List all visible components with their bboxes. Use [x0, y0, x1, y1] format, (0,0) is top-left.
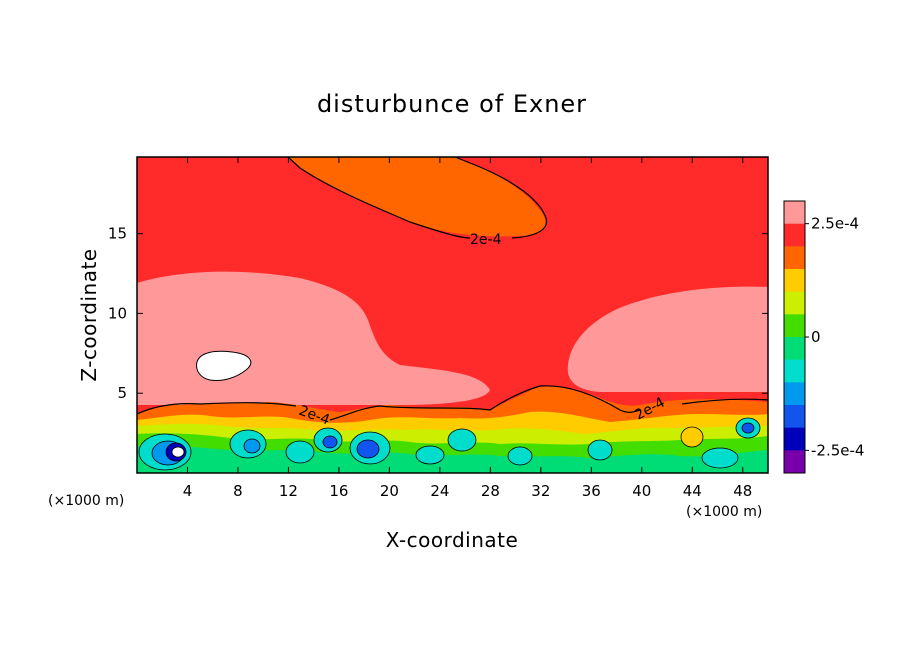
colorbar-swatch: [784, 427, 805, 451]
x-tick-label: 32: [531, 482, 550, 500]
colorbar-swatch: [784, 223, 805, 247]
x-tick-label: 20: [380, 482, 399, 500]
colorbar-swatch: [784, 450, 805, 474]
x-tick-label: 24: [430, 482, 449, 500]
colorbar-swatch: [784, 359, 805, 383]
x-tick-label: 36: [582, 482, 601, 500]
contour-lines: [137, 157, 768, 421]
colorbar-swatch: [784, 382, 805, 406]
contour-label: 2e-4: [470, 232, 502, 248]
x-unit-right: (×1000 m): [686, 504, 762, 520]
colorbar-swatch: [784, 201, 805, 225]
colorbar-swatch: [784, 269, 805, 293]
colorbar-swatch: [784, 291, 805, 315]
x-tick-label: 40: [632, 482, 651, 500]
x-tick-label: 4: [183, 482, 193, 500]
region-mid-fingers: [368, 373, 440, 405]
y-axis-title: Z-coordinate: [77, 248, 101, 381]
x-axis-title: X-coordinate: [386, 528, 519, 552]
region-right-lobe: [567, 286, 768, 392]
x-axis: 4 8 12 16 20 24 28 32 36 40 44 48: [183, 157, 752, 500]
region-white-patch: [196, 350, 252, 381]
x-tick-label: 28: [481, 482, 500, 500]
y-axis: 5 10 15: [108, 225, 768, 402]
y-tick-label: 5: [117, 384, 127, 402]
colorbar-label: 0: [811, 328, 821, 346]
colorbar-swatch: [784, 314, 805, 338]
y-tick-label: 10: [108, 304, 127, 322]
x-tick-label: 8: [233, 482, 243, 500]
colorbar-swatch: [784, 246, 805, 270]
x-unit-left: (×1000 m): [48, 493, 124, 509]
x-tick-label: 12: [279, 482, 298, 500]
x-tick-label: 44: [683, 482, 702, 500]
region-top-plume: [288, 157, 546, 237]
colorbar: 2.5e-4 0 -2.5e-4: [783, 200, 864, 474]
y-tick-label: 15: [108, 225, 127, 243]
x-tick-label: 48: [733, 482, 752, 500]
colorbar-label: -2.5e-4: [811, 441, 864, 459]
colorbar-label: 2.5e-4: [811, 215, 859, 233]
plot-area: 2e-4 2e-4 2e-4: [137, 157, 768, 473]
plot-frame: [136, 156, 769, 474]
x-tick-label: 16: [329, 482, 348, 500]
chart-title: disturbunce of Exner: [317, 90, 587, 118]
colorbar-swatch: [784, 337, 805, 361]
turbulence-blobs: [138, 417, 761, 471]
colorbar-swatch: [784, 405, 805, 429]
